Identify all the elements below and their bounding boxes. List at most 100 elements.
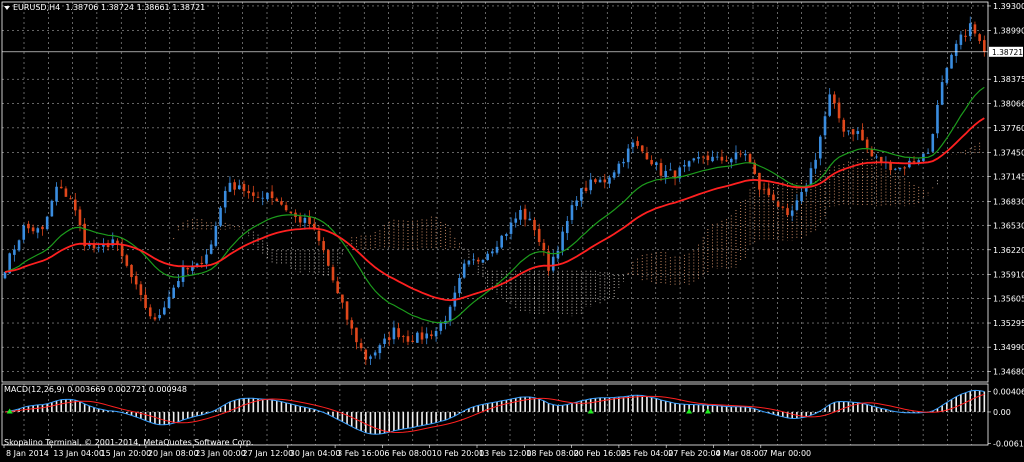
candle-body: [823, 116, 827, 136]
candle-body: [973, 24, 977, 34]
candle-body: [256, 196, 260, 198]
time-tick-label: 13 Feb 12:00: [479, 449, 531, 458]
ichimoku-cloud: [173, 142, 981, 317]
time-tick-label: 27 Jan 12:00: [243, 449, 294, 458]
candle-body: [186, 268, 190, 270]
candle-body: [790, 210, 794, 216]
candle-body: [772, 194, 775, 201]
price-tick-label: 1.38375: [993, 75, 1024, 84]
candle-body: [889, 163, 892, 171]
candle-body: [270, 191, 274, 199]
candle-body: [748, 154, 752, 164]
price-tick-label: 1.37760: [993, 124, 1024, 133]
candle-body: [73, 199, 77, 211]
time-tick-label: 25 Feb 04:00: [621, 449, 673, 458]
candle-body: [172, 287, 175, 299]
candle-body: [495, 246, 499, 253]
candle-body: [144, 294, 147, 309]
macd-frame: [1, 383, 989, 446]
candle-body: [640, 145, 644, 152]
candle-body: [561, 231, 564, 251]
candle-body: [758, 172, 761, 190]
chart-header: EURUSD,H4 1.38706 1.38724 1.38661 1.3872…: [4, 3, 205, 12]
candle-body: [134, 276, 138, 285]
candle-body: [387, 337, 391, 341]
candle-body: [575, 200, 578, 207]
candle-body: [41, 226, 44, 230]
candle-body: [983, 40, 986, 52]
candle-body: [125, 255, 129, 266]
candle-body: [92, 243, 96, 249]
price-tick-label: 1.38066: [993, 100, 1024, 109]
ohlc-values: 1.38706 1.38724 1.38661 1.38721: [65, 3, 206, 12]
candle-body: [959, 34, 963, 45]
main-frame: [1, 1, 989, 383]
candle-body: [851, 129, 855, 135]
candle-body: [833, 94, 836, 104]
candle-body: [397, 328, 400, 338]
candle-body: [936, 104, 939, 134]
candle-body: [547, 251, 550, 271]
moving-averages: [4, 86, 985, 324]
candle-body: [664, 170, 667, 178]
candle-body: [945, 67, 949, 83]
candle-body: [467, 260, 471, 265]
candle-body: [209, 244, 213, 254]
candle-body: [223, 190, 227, 208]
candle-body: [153, 317, 157, 320]
candle-body: [228, 182, 232, 192]
candle-body: [378, 345, 382, 354]
candle-body: [954, 43, 958, 56]
candle-body: [111, 239, 115, 246]
time-tick-label: 10 Feb 20:00: [432, 449, 484, 458]
candle-body: [800, 191, 803, 202]
candle-body: [683, 165, 686, 167]
candle-body: [392, 327, 396, 340]
candle-body: [3, 271, 7, 279]
time-tick-label: 20 Jan 08:00: [148, 449, 199, 458]
macd-tick-label: -0.006160: [993, 439, 1024, 448]
main-grid: [2, 2, 988, 445]
candle-body: [163, 307, 166, 315]
candle-body: [603, 179, 607, 183]
candle-body: [861, 129, 864, 141]
candle-body: [411, 340, 414, 342]
candle-body: [655, 162, 658, 166]
candle-body: [837, 102, 841, 119]
candle-body: [669, 169, 672, 171]
candle-body: [556, 250, 560, 259]
chevron-down-icon[interactable]: [4, 5, 10, 10]
price-tick-label: 1.36530: [993, 221, 1024, 230]
candle-body: [617, 163, 621, 174]
candle-body: [898, 167, 902, 170]
candle-body: [481, 259, 485, 263]
time-tick-label: 3 Feb 16:00: [337, 449, 384, 458]
candle-body: [448, 306, 452, 322]
candle-body: [219, 207, 222, 226]
candle-body: [36, 228, 40, 233]
candle-body: [875, 156, 878, 158]
candle-body: [636, 141, 639, 146]
candle-body: [715, 156, 719, 158]
candle-body: [69, 198, 72, 200]
candle-body: [612, 172, 616, 178]
candle-body: [345, 301, 349, 320]
candle-body: [214, 225, 218, 246]
candle-body: [430, 334, 433, 337]
candle-body: [116, 240, 119, 245]
time-tick-label: 6 Feb 08:00: [384, 449, 431, 458]
candle-body: [205, 254, 208, 264]
candle-body: [406, 336, 410, 342]
candle-body: [289, 211, 293, 214]
candle-body: [8, 253, 11, 274]
candle-body: [13, 249, 16, 255]
candle-body: [584, 187, 588, 192]
candle-body: [645, 152, 649, 160]
price-tick-label: 1.37145: [993, 173, 1024, 182]
candle-body: [673, 170, 677, 179]
candle-body: [327, 250, 330, 266]
candle-body: [725, 160, 728, 162]
candle-body: [842, 119, 846, 132]
candle-body: [275, 198, 279, 202]
